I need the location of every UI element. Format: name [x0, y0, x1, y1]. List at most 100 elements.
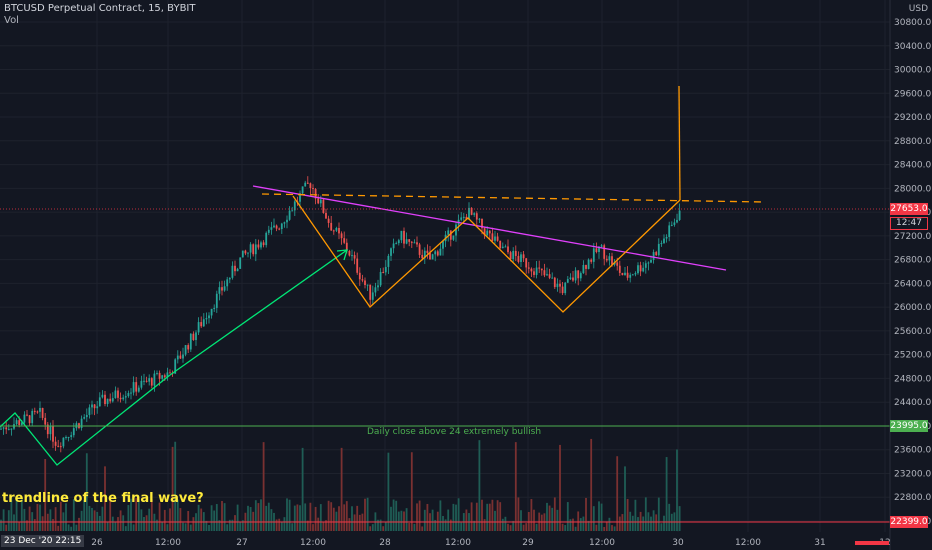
- volume-bar: [70, 526, 73, 531]
- candle-body: [26, 414, 28, 416]
- candle-body: [631, 274, 634, 276]
- candle-body: [520, 254, 522, 262]
- volume-bar: [254, 500, 257, 531]
- candle-body: [325, 212, 327, 219]
- candle-body: [582, 265, 585, 274]
- candle-body: [197, 322, 200, 333]
- volume-bar: [585, 497, 587, 531]
- candle-body: [335, 227, 338, 231]
- price-axis-bg[interactable]: [890, 0, 932, 550]
- volume-bar: [39, 504, 41, 531]
- candle-body: [400, 230, 403, 241]
- candle-body: [5, 427, 8, 430]
- volume-bar: [309, 502, 312, 531]
- volume-bar: [241, 520, 244, 531]
- bottom-annotation-text[interactable]: trendline of the final wave?: [2, 491, 204, 506]
- candle-body: [221, 287, 223, 291]
- volume-bar: [353, 514, 356, 531]
- candle-body: [57, 445, 60, 447]
- volume-bar: [600, 503, 603, 531]
- volume-bar: [270, 509, 273, 531]
- volume-bar: [507, 523, 509, 531]
- candle-body: [101, 394, 104, 398]
- candle-body: [33, 410, 36, 412]
- candle-body: [85, 414, 88, 418]
- candle-body: [166, 372, 169, 378]
- time-tick-label: 29: [522, 538, 534, 548]
- candle-body: [184, 345, 187, 355]
- volume-bar: [7, 510, 10, 531]
- volume-bar: [247, 505, 249, 531]
- candle-body: [96, 406, 99, 409]
- volume-bar: [403, 511, 405, 531]
- candle-body: [213, 307, 216, 309]
- candle-body: [540, 268, 543, 271]
- candle-body: [665, 237, 668, 239]
- candle-body: [132, 382, 135, 393]
- candle-body: [158, 372, 161, 379]
- candle-body: [618, 265, 621, 273]
- candle-body: [491, 233, 494, 241]
- candle-body: [358, 272, 361, 280]
- volume-bar: [283, 517, 286, 531]
- volume-bar: [96, 511, 99, 531]
- volume-bar: [520, 510, 522, 531]
- candle-body: [390, 248, 392, 256]
- orange-spike-line[interactable]: [678, 85, 681, 201]
- candle-body: [382, 271, 385, 273]
- chart-symbol-title[interactable]: BTCUSD Perpetual Contract, 15, BYBIT: [4, 3, 196, 14]
- volume-bar: [676, 449, 678, 531]
- volume-bar: [512, 520, 515, 531]
- candle-body: [442, 241, 444, 249]
- volume-bar: [267, 502, 270, 531]
- volume-bar: [106, 521, 109, 531]
- magenta-trendline[interactable]: [252, 185, 727, 271]
- volume-bar: [286, 498, 288, 531]
- candle-body: [322, 199, 325, 213]
- candle-body: [306, 182, 309, 184]
- volume-bar: [296, 504, 299, 531]
- candle-body: [236, 268, 239, 272]
- volume-bar: [605, 521, 608, 531]
- hline-annotation[interactable]: Daily close above 24 extremely bullish: [367, 427, 542, 437]
- volume-bar: [613, 526, 616, 531]
- candle-body: [556, 283, 559, 288]
- candle-body: [533, 271, 535, 275]
- volume-bar: [364, 498, 366, 531]
- volume-bar: [621, 514, 624, 531]
- candle-body: [374, 287, 377, 293]
- volume-bar: [421, 526, 424, 531]
- orange-pattern-line[interactable]: [292, 195, 681, 313]
- volume-bar: [371, 524, 374, 531]
- volume-bar: [650, 516, 652, 531]
- candle-body: [234, 265, 236, 272]
- candle-body: [0, 428, 2, 430]
- candle-body: [109, 398, 112, 402]
- candle-body: [254, 244, 257, 255]
- candle-body: [431, 254, 434, 260]
- candle-body: [226, 279, 229, 287]
- candle-body: [483, 228, 486, 236]
- volume-bar: [158, 502, 161, 531]
- volume-bar: [392, 499, 395, 531]
- volume-bar: [473, 520, 476, 531]
- candle-body: [351, 255, 353, 257]
- volume-indicator-label[interactable]: Vol: [4, 15, 19, 26]
- candle-body: [20, 422, 23, 425]
- volume-bar: [351, 506, 353, 531]
- volume-bar: [322, 521, 325, 531]
- volume-bar: [553, 497, 556, 531]
- candle-body: [535, 267, 538, 275]
- volume-bar: [236, 504, 239, 531]
- volume-bar: [223, 503, 226, 531]
- volume-bar: [208, 524, 210, 531]
- candle-body: [80, 418, 83, 428]
- candle-body: [652, 252, 655, 260]
- volume-bar: [481, 499, 483, 531]
- green-impulse-line[interactable]: [0, 249, 348, 466]
- volume-bar: [293, 505, 296, 531]
- candle-body: [603, 245, 606, 259]
- volume-bar: [317, 517, 320, 531]
- candle-body: [598, 246, 600, 253]
